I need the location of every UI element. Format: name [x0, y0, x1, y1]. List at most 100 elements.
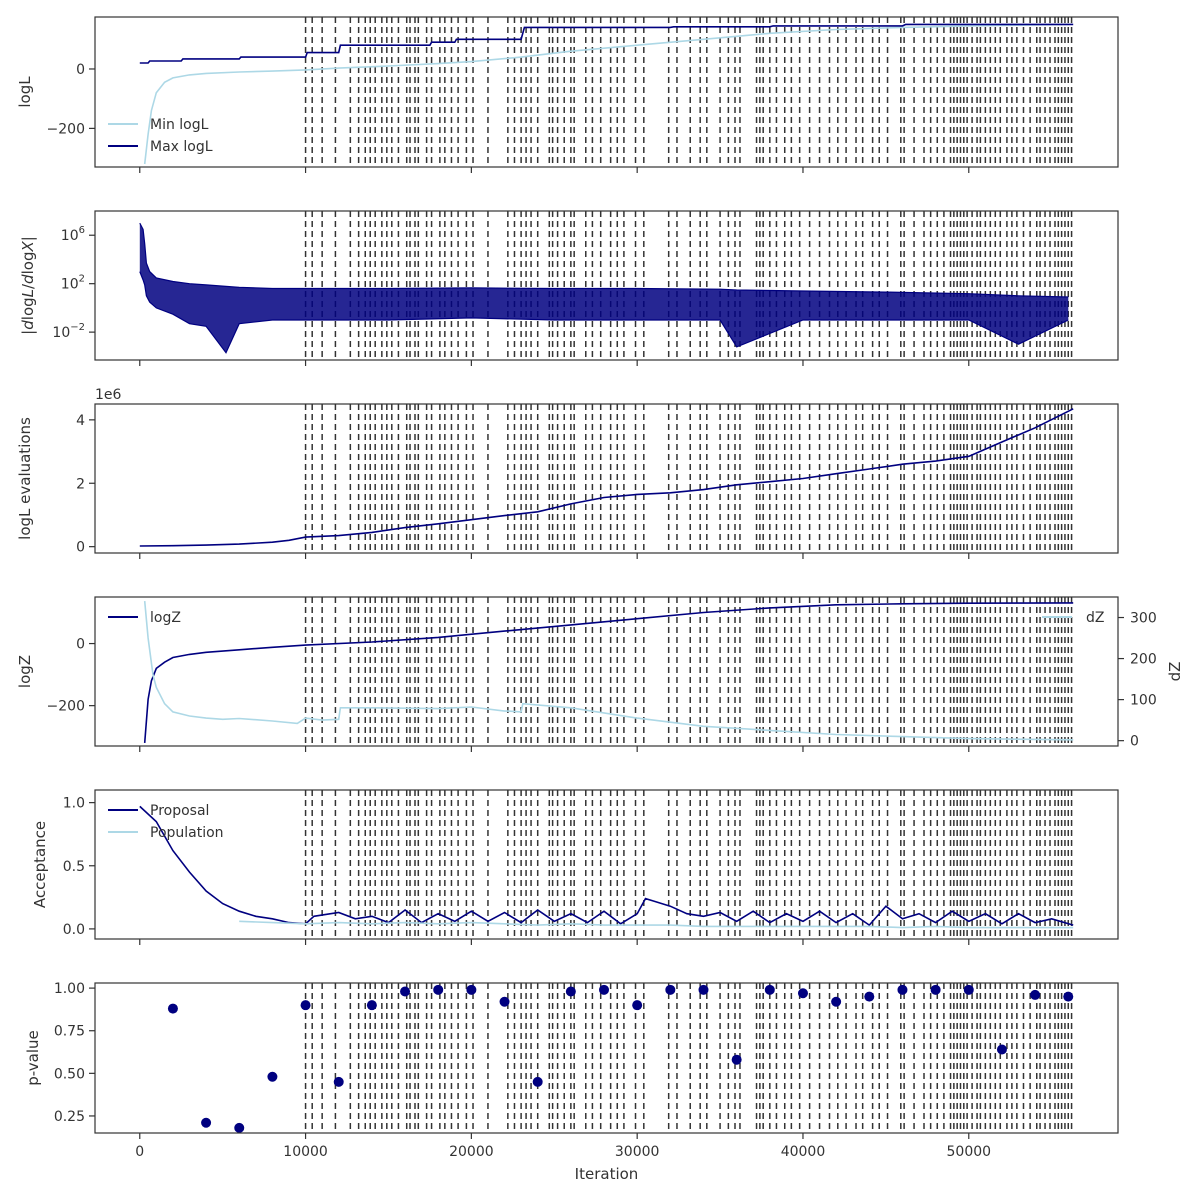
pvalue-point: [565, 986, 576, 997]
axes-frame: [94, 789, 1119, 940]
pvalue-point: [333, 1076, 344, 1087]
series-line-proposal: [139, 805, 1074, 927]
y-tick-label: 0.75: [54, 1024, 85, 1040]
pvalue-point: [433, 984, 444, 995]
series-line-0: [139, 222, 1069, 298]
y-tick-label-right: 100: [1130, 693, 1157, 709]
tick-exponent: 2: [79, 274, 85, 285]
pvalue-point: [963, 984, 974, 995]
pvalue-point: [201, 1117, 212, 1128]
y-tick-label: 0.0: [63, 922, 85, 938]
tick-exponent: 6: [79, 225, 85, 236]
pvalue-point: [1063, 991, 1074, 1002]
series-line-logz: [143, 602, 1074, 743]
axes-frame: [94, 403, 1119, 554]
x-tick-label: 50000: [947, 1144, 992, 1160]
tick-exponent: −2: [70, 322, 85, 333]
panel-logl: 0 −200 logL Min logL Max logL: [16, 16, 1119, 173]
plot-area: [167, 983, 1074, 1133]
pvalue-point: [831, 996, 842, 1007]
pvalue-point: [996, 1044, 1007, 1055]
label-part: d: [19, 320, 37, 330]
y-tick-label: 0.5: [63, 859, 85, 875]
panel-evals: 0 2 4 1e6 logL evaluations: [16, 387, 1119, 559]
y-tick-label-right: 300: [1130, 611, 1157, 627]
label-part: /: [19, 283, 37, 289]
y-tick-label: 10−2: [52, 322, 85, 341]
x-tick-label: 40000: [781, 1144, 826, 1160]
x-tick-label: 30000: [615, 1144, 660, 1160]
y-tick-label: 1.0: [63, 796, 85, 812]
pvalue-point: [897, 984, 908, 995]
legend-label: logZ: [150, 610, 181, 626]
axes-frame: [94, 210, 1119, 361]
y-tick-label: −200: [47, 121, 85, 137]
plot-area: [139, 17, 1074, 167]
pvalue-point: [930, 984, 941, 995]
label-part: X: [19, 241, 37, 253]
pvalue-point: [234, 1122, 245, 1133]
pvalue-point: [466, 984, 477, 995]
y-tick-label: 0: [76, 62, 85, 78]
tick-base: 10: [52, 325, 70, 341]
axes-frame: [94, 982, 1119, 1134]
legend-label: Min logL: [150, 117, 209, 133]
label-part: L: [19, 289, 37, 297]
y-tick-label-right: 200: [1130, 652, 1157, 668]
axes-frame: [94, 596, 1119, 747]
series-line-max-logl: [139, 23, 1074, 64]
plot-area: [139, 790, 1074, 939]
x-tick-label: 0: [135, 1144, 144, 1160]
label-part: log: [19, 297, 37, 320]
pvalue-point: [731, 1054, 742, 1065]
pvalue-point: [665, 984, 676, 995]
y-tick-label: 2: [76, 476, 85, 492]
y-tick-label: 0: [76, 540, 85, 556]
axes-frame: [94, 16, 1119, 168]
y-axis-label: logZ: [16, 655, 34, 688]
pvalue-point: [366, 1000, 377, 1011]
pvalue-point: [1030, 989, 1041, 1000]
plot-area: [139, 404, 1074, 553]
tick-base: 10: [61, 228, 79, 244]
legend-label: Max logL: [150, 139, 213, 155]
y-tick-label: 0.50: [54, 1066, 85, 1082]
x-tick-label: 20000: [449, 1144, 494, 1160]
legend-label: Proposal: [150, 803, 209, 819]
label-part: |: [19, 330, 37, 335]
pvalue-point: [764, 984, 775, 995]
plot-area: [143, 597, 1074, 746]
label-part: log: [19, 252, 37, 275]
pvalue-point: [532, 1076, 543, 1087]
series-line-population: [239, 920, 1074, 929]
panel-logz: 0 −200 0 100 200 300 dZ logZ logZ dZ: [16, 596, 1184, 752]
pvalue-point: [632, 1000, 643, 1011]
pvalue-point: [864, 991, 875, 1002]
pvalue-point: [300, 1000, 311, 1011]
y-axis-label: |dlogL/dlogX|: [19, 236, 37, 335]
panel-acceptance: 0.0 0.5 1.0 Acceptance Proposal Population: [31, 789, 1119, 945]
y-tick-label: 102: [61, 274, 85, 293]
pvalue-point: [797, 988, 808, 999]
label-part: d: [19, 274, 37, 284]
x-axis-label: Iteration: [575, 1165, 639, 1183]
pvalue-point: [499, 996, 510, 1007]
y-axis-label: Acceptance: [31, 821, 49, 908]
y-axis-label-right: dZ: [1166, 662, 1184, 682]
pvalue-point: [599, 984, 610, 995]
series-line-0: [139, 408, 1074, 547]
axis-offset-label: 1e6: [95, 387, 122, 403]
y-tick-label: 4: [76, 413, 85, 429]
legend-label: Population: [150, 825, 224, 841]
y-axis-label: logL evaluations: [16, 417, 34, 540]
x-tick-label: 10000: [283, 1144, 328, 1160]
y-tick-label: 0.25: [54, 1109, 85, 1125]
plot-area: [139, 211, 1073, 360]
y-tick-label: −200: [47, 699, 85, 715]
y-axis-label: logL: [16, 76, 34, 108]
y-tick-label: 0: [76, 637, 85, 653]
tick-base: 10: [61, 277, 79, 293]
pvalue-point: [400, 986, 411, 997]
